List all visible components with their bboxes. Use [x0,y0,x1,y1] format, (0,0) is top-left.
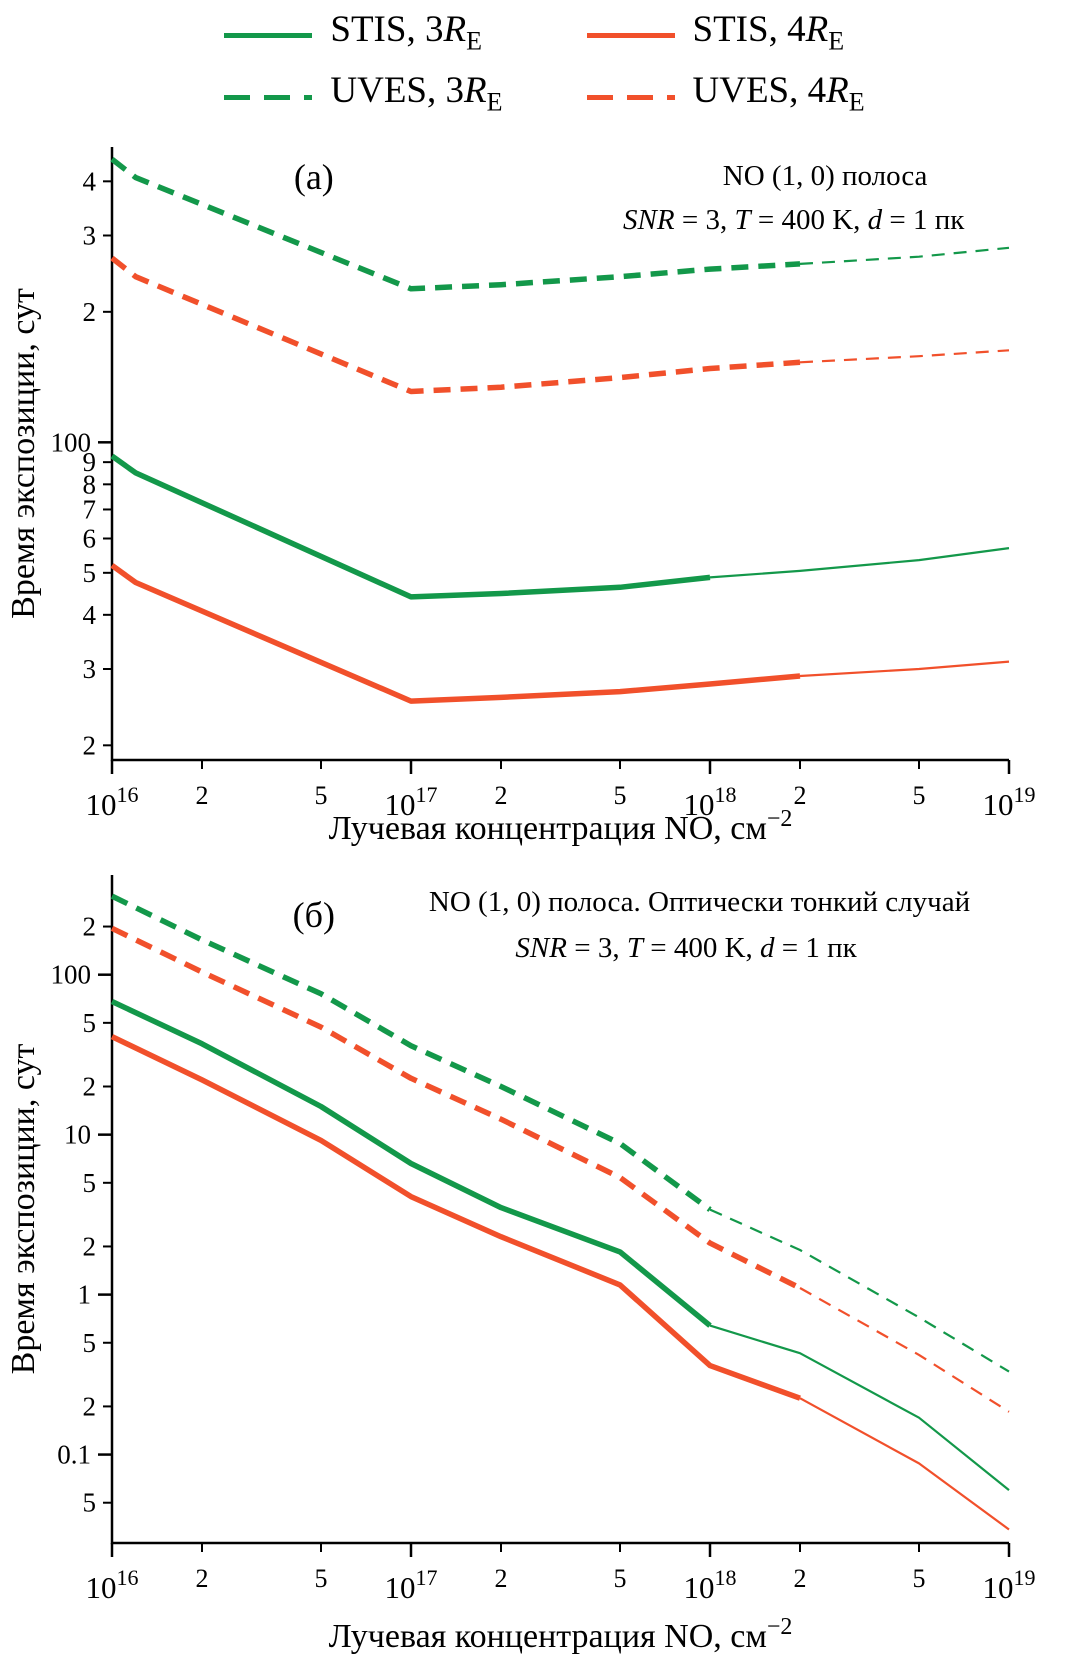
y-tick-label: 4 [83,600,97,630]
x-minor-tick-label: 5 [613,781,626,810]
x-minor-tick-label: 5 [314,781,327,810]
x-tick-label: 1018 [684,782,737,822]
legend-item-stis-3re: STIS, 3RE [224,8,502,63]
y-tick-label: 5 [83,558,97,588]
x-tick-label: 1019 [983,782,1036,822]
panel-title: SNR = 3, T = 400 K, d = 1 пк [623,204,965,236]
legend-item-uves-3re: UVES, 3RE [224,69,503,124]
x-minor-tick-label: 5 [912,781,925,810]
legend-line-sample-solid-green [224,33,313,39]
series-STIS-4RE [799,660,1010,677]
panel-letter: (а) [294,157,334,197]
series-STIS-4RE [110,1033,801,1401]
x-axis-label: Лучевая концентрация NO, см−2 [329,1614,793,1655]
series-STIS-3RE [110,998,712,1328]
legend-label-stis-4re: STIS, 4RE [692,9,845,56]
x-tick-label: 1017 [385,782,438,822]
y-tick-label: 9 [83,447,97,477]
y-tick-label: 2 [83,1071,97,1101]
y-tick-label: 2 [83,1391,97,1421]
legend-line-sample-dashed-green [224,94,313,100]
y-tick-label: 6 [83,523,97,553]
y-axis-label: Время экспозиции, сут [5,288,42,619]
panel-title: SNR = 3, T = 400 K, d = 1 пк [515,932,857,964]
series-STIS-3RE [709,546,1010,579]
series-UVES-3RE [709,1208,1010,1373]
series-UVES-4RE [110,255,801,395]
x-tick-label: 1016 [86,782,139,822]
series-UVES-3RE [799,246,1010,265]
y-tick-label: 4 [83,166,97,196]
x-minor-tick-label: 2 [794,781,807,810]
axes [110,874,1009,1545]
axes [110,146,1009,762]
legend-item-uves-4re: UVES, 4RE [586,69,865,124]
series-STIS-3RE [709,1324,1010,1491]
y-tick-label: 5 [83,1488,97,1518]
series-UVES-3RE [110,156,801,292]
y-tick-label: 0.1 [57,1439,91,1469]
y-tick-label: 2 [83,1231,97,1261]
legend: STIS, 3RE STIS, 4RE UVES, 3RE UVES, 4RE [0,0,1089,125]
x-minor-tick-label: 5 [314,1564,327,1593]
x-minor-tick-label: 5 [912,1564,925,1593]
panel-title: NO (1, 0) полоса [723,160,928,192]
y-tick-label: 10 [64,1119,91,1149]
x-minor-tick-label: 2 [794,1564,807,1593]
series-STIS-3RE [110,453,711,600]
legend-label-uves-3re: UVES, 3RE [330,70,503,117]
y-tick-label: 100 [51,427,92,457]
series-STIS-4RE [110,562,801,704]
legend-label-stis-3re: STIS, 3RE [330,9,482,56]
legend-line-sample-dashed-orange [586,94,675,100]
series-UVES-4RE [799,348,1010,364]
y-tick-label: 5 [83,1168,97,1198]
x-minor-tick-label: 2 [196,781,209,810]
legend-label-uves-4re: UVES, 4RE [692,70,865,117]
y-tick-label: 2 [83,911,97,941]
x-tick-label: 1017 [385,1565,438,1605]
series-UVES-3RE [110,893,712,1212]
x-minor-tick-label: 2 [495,1564,508,1593]
series-UVES-4RE [110,925,802,1291]
series-UVES-4RE [799,1286,1010,1413]
x-minor-tick-label: 5 [613,1564,626,1593]
y-tick-label: 3 [83,220,97,250]
y-tick-label: 2 [83,730,97,760]
legend-line-sample-solid-orange [586,33,675,39]
y-tick-label: 1 [78,1279,92,1309]
y-tick-label: 100 [51,959,92,989]
x-tick-label: 1016 [86,1565,139,1605]
panel-title: NO (1, 0) полоса. Оптически тонкий случа… [429,886,970,918]
y-tick-label: 5 [83,1008,97,1038]
x-minor-tick-label: 2 [196,1564,209,1593]
x-tick-label: 1019 [983,1565,1036,1605]
y-tick-label: 7 [83,494,97,524]
panel-letter: (б) [293,895,335,935]
x-minor-tick-label: 2 [495,781,508,810]
x-tick-label: 1018 [684,1565,737,1605]
legend-item-stis-4re: STIS, 4RE [586,8,865,63]
y-tick-label: 3 [83,654,97,684]
series-STIS-4RE [799,1397,1010,1531]
y-tick-label: 8 [83,469,97,499]
x-axis-label: Лучевая концентрация NO, см−2 [329,806,793,847]
y-axis-label: Время экспозиции, сут [5,1043,42,1374]
y-tick-label: 2 [83,297,97,327]
y-tick-label: 5 [83,1328,97,1358]
